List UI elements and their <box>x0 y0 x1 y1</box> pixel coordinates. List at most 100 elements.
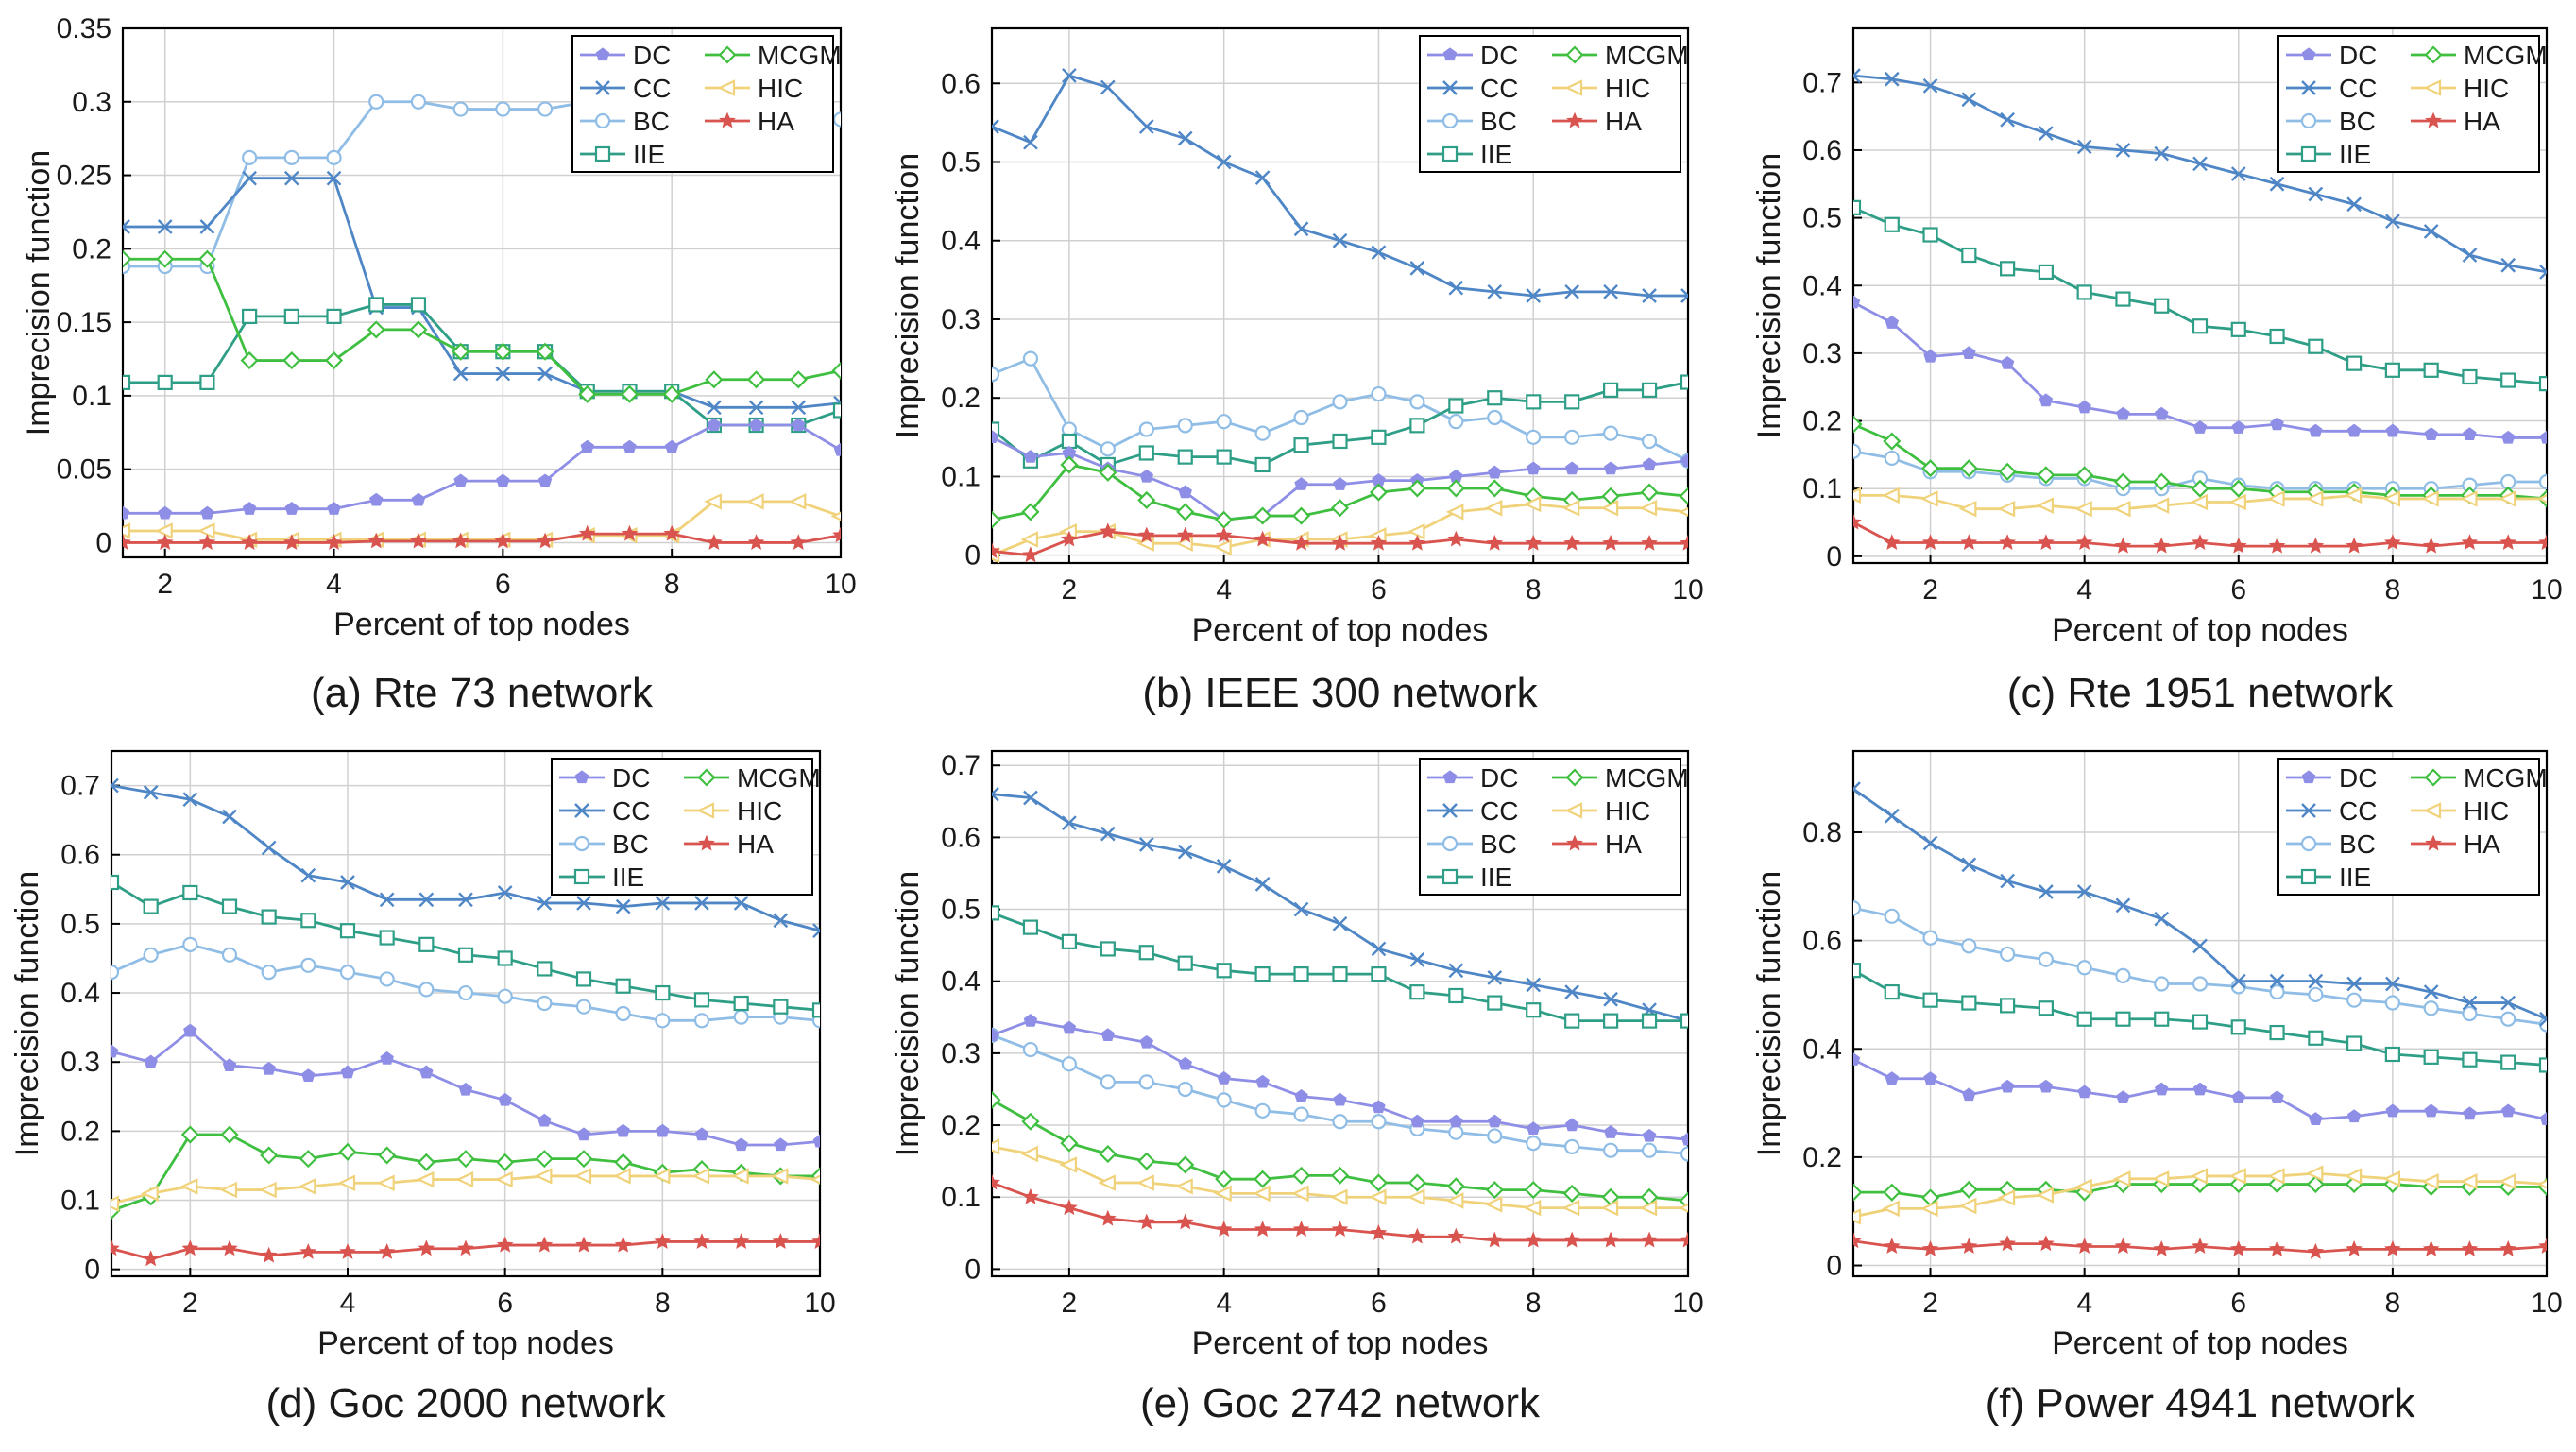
data-point-cc <box>1680 288 1688 303</box>
legend-marker-ha <box>1566 111 1583 128</box>
data-point-dc <box>1564 461 1579 475</box>
y-tick-label: 0.2 <box>1802 1142 1842 1173</box>
data-point-bc <box>368 94 384 110</box>
plot-area <box>1853 68 2547 554</box>
legend-label-bc: BC <box>633 107 670 136</box>
legend-label-bc: BC <box>2339 829 2376 859</box>
data-point-cc <box>2230 166 2246 181</box>
legend-label-cc: CC <box>1480 74 1518 103</box>
data-point-mcgm <box>1485 479 1504 498</box>
data-point-cc <box>1526 288 1542 303</box>
data-point-ha <box>2499 534 2517 551</box>
data-point-iie <box>1564 1013 1580 1029</box>
data-point-bc <box>2384 995 2400 1011</box>
data-point-ha <box>1331 534 1349 551</box>
data-point-ha <box>732 1233 750 1249</box>
data-point-bc <box>1526 429 1542 445</box>
x-axis-label: Percent of top nodes <box>333 606 630 642</box>
data-point-iie <box>1487 995 1503 1011</box>
data-point-iie <box>242 308 258 324</box>
data-point-iie <box>1884 983 1900 1000</box>
y-tick-label: 0.3 <box>941 1038 981 1069</box>
data-point-mcgm <box>992 510 1001 529</box>
data-point-ha <box>1370 534 1388 551</box>
y-axis-label: Imprecision function <box>890 871 926 1156</box>
legend-label-ha: HA <box>2464 829 2500 859</box>
series-cc <box>1853 68 2547 280</box>
legend-marker-dc <box>2301 47 2316 61</box>
data-point-dc <box>2231 1090 2246 1104</box>
data-point-dc <box>1100 1028 1116 1042</box>
chart-caption: (d) Goc 2000 network <box>265 1380 666 1426</box>
data-point-iie <box>1853 199 1862 215</box>
data-point-hic <box>2190 493 2209 511</box>
data-point-ha <box>325 534 343 550</box>
data-point-cc <box>1332 915 1348 931</box>
data-point-ha <box>1853 513 1862 530</box>
data-point-iie <box>1884 216 1900 232</box>
data-point-dc <box>1410 1114 1424 1128</box>
series-ha <box>1853 513 2547 554</box>
data-point-mcgm <box>2191 479 2209 498</box>
legend-marker-bc <box>573 835 590 852</box>
data-point-ha <box>1602 1231 1619 1248</box>
data-point-ha <box>457 1239 474 1256</box>
data-point-dc <box>1564 1118 1579 1132</box>
data-point-ha <box>2153 537 2171 554</box>
legend-marker-mcgm <box>2424 768 2443 787</box>
data-point-dc <box>2500 1103 2516 1118</box>
y-tick-label: 0.5 <box>941 147 981 179</box>
data-point-iie <box>1641 382 1658 398</box>
data-point-bc <box>1409 394 1425 410</box>
legend-label-dc: DC <box>2339 763 2377 793</box>
legend-marker-bc <box>2300 835 2317 852</box>
data-point-dc <box>774 1137 788 1152</box>
data-point-mcgm <box>378 1146 397 1165</box>
legend-marker-cc <box>2301 803 2316 818</box>
chart-caption: (e) Goc 2742 network <box>1140 1380 1541 1426</box>
legend-label-dc: DC <box>2339 41 2377 70</box>
data-point-iie <box>1409 418 1425 434</box>
data-point-hic <box>2036 497 2054 514</box>
plot-area <box>992 68 1688 563</box>
data-point-ha <box>2229 537 2247 554</box>
data-point-iie <box>1293 437 1309 453</box>
data-point-ha <box>2538 1238 2547 1255</box>
data-point-dc <box>1023 1014 1038 1027</box>
data-point-iie <box>1487 390 1503 406</box>
data-point-hic <box>1523 1199 1542 1217</box>
data-point-cc <box>1922 78 1938 94</box>
data-point-hic <box>495 1170 513 1188</box>
data-point-mcgm <box>1060 1134 1079 1153</box>
data-point-cc <box>1564 283 1580 299</box>
legend-marker-cc <box>2301 80 2316 95</box>
data-point-ha <box>811 1233 820 1249</box>
y-tick-label: 0.2 <box>72 233 111 265</box>
data-point-iie <box>2384 362 2400 378</box>
data-point-ha <box>2114 1238 2132 1255</box>
data-point-mcgm <box>1883 432 1902 451</box>
legend-marker-bc <box>594 112 611 129</box>
data-point-cc <box>1487 970 1503 985</box>
data-point-cc <box>143 785 159 800</box>
data-point-dc <box>1333 477 1347 490</box>
data-point-mcgm <box>1920 459 1940 478</box>
data-point-hic <box>1997 500 2016 518</box>
legend-label-hic: HIC <box>737 796 782 826</box>
x-tick-label: 6 <box>2230 574 2246 606</box>
data-point-cc <box>2000 873 2015 889</box>
data-point-cc <box>1216 154 1232 170</box>
data-point-hic <box>691 1168 710 1185</box>
data-point-ha <box>1408 1227 1426 1244</box>
data-point-mcgm <box>1679 487 1688 505</box>
data-point-iie <box>221 898 238 914</box>
data-point-dc <box>694 1127 709 1141</box>
data-point-dc <box>2192 1082 2208 1096</box>
data-point-ha <box>1641 534 1658 551</box>
data-point-mcgm <box>338 1142 357 1161</box>
data-point-ha <box>142 1250 160 1267</box>
data-point-iie <box>2038 264 2054 281</box>
data-point-hic <box>2074 1178 2092 1196</box>
data-point-cc <box>1961 857 1977 873</box>
data-point-bc <box>1216 1092 1232 1108</box>
